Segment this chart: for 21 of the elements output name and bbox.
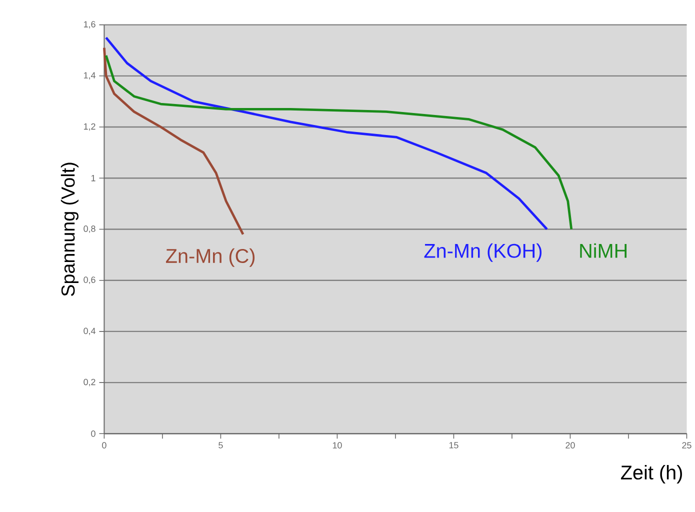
y-tick-label: 1,4 <box>84 72 96 80</box>
x-axis-title: Zeit (h) <box>620 464 682 484</box>
y-axis-title: Spannung (Volt) <box>60 162 78 296</box>
series-label: Zn-Mn (C) <box>166 248 255 267</box>
series-label: Zn-Mn (KOH) <box>424 243 542 262</box>
y-tick-label: 0,6 <box>84 276 96 284</box>
y-tick-label: 0 <box>91 430 96 437</box>
y-tick-label: 0,2 <box>84 378 96 386</box>
x-tick-label: 25 <box>682 442 692 448</box>
y-tick-label: 0,4 <box>84 328 96 336</box>
x-tick-label: 5 <box>218 442 223 448</box>
y-tick-label: 1 <box>91 175 96 182</box>
x-tick-label: 20 <box>566 442 575 448</box>
line-series <box>103 46 244 236</box>
x-tick-label: 0 <box>102 442 106 448</box>
y-tick-label: 1,2 <box>84 123 96 131</box>
x-tick-label: 15 <box>449 442 458 448</box>
y-tick-label: 0,8 <box>84 226 96 233</box>
x-tick-label: 10 <box>332 442 342 448</box>
series-label: NiMH <box>580 243 627 258</box>
y-tick-label: 1,6 <box>84 21 96 28</box>
